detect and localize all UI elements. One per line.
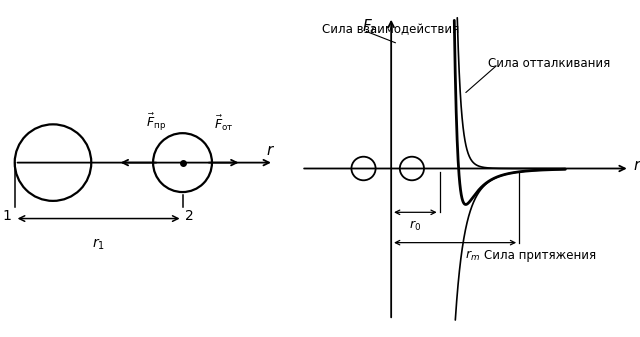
- Text: 2: 2: [186, 209, 194, 223]
- Text: $r_1$: $r_1$: [92, 236, 105, 252]
- Text: $\vec{F}_{\mathregular{пр}}$: $\vec{F}_{\mathregular{пр}}$: [146, 112, 166, 133]
- Text: $\vec{F}_{\mathregular{от}}$: $\vec{F}_{\mathregular{от}}$: [214, 114, 234, 133]
- Text: 1: 1: [3, 209, 12, 223]
- Text: Сила отталкивания: Сила отталкивания: [488, 57, 610, 70]
- Text: $r$: $r$: [633, 158, 640, 173]
- Text: Сила притяжения: Сила притяжения: [484, 249, 596, 263]
- Text: $r$: $r$: [266, 143, 275, 158]
- Text: $r_m$: $r_m$: [465, 249, 480, 264]
- Text: Сила взаимодействия: Сила взаимодействия: [322, 24, 460, 37]
- Text: $r_0$: $r_0$: [410, 219, 421, 233]
- Text: $F_r$: $F_r$: [362, 17, 378, 35]
